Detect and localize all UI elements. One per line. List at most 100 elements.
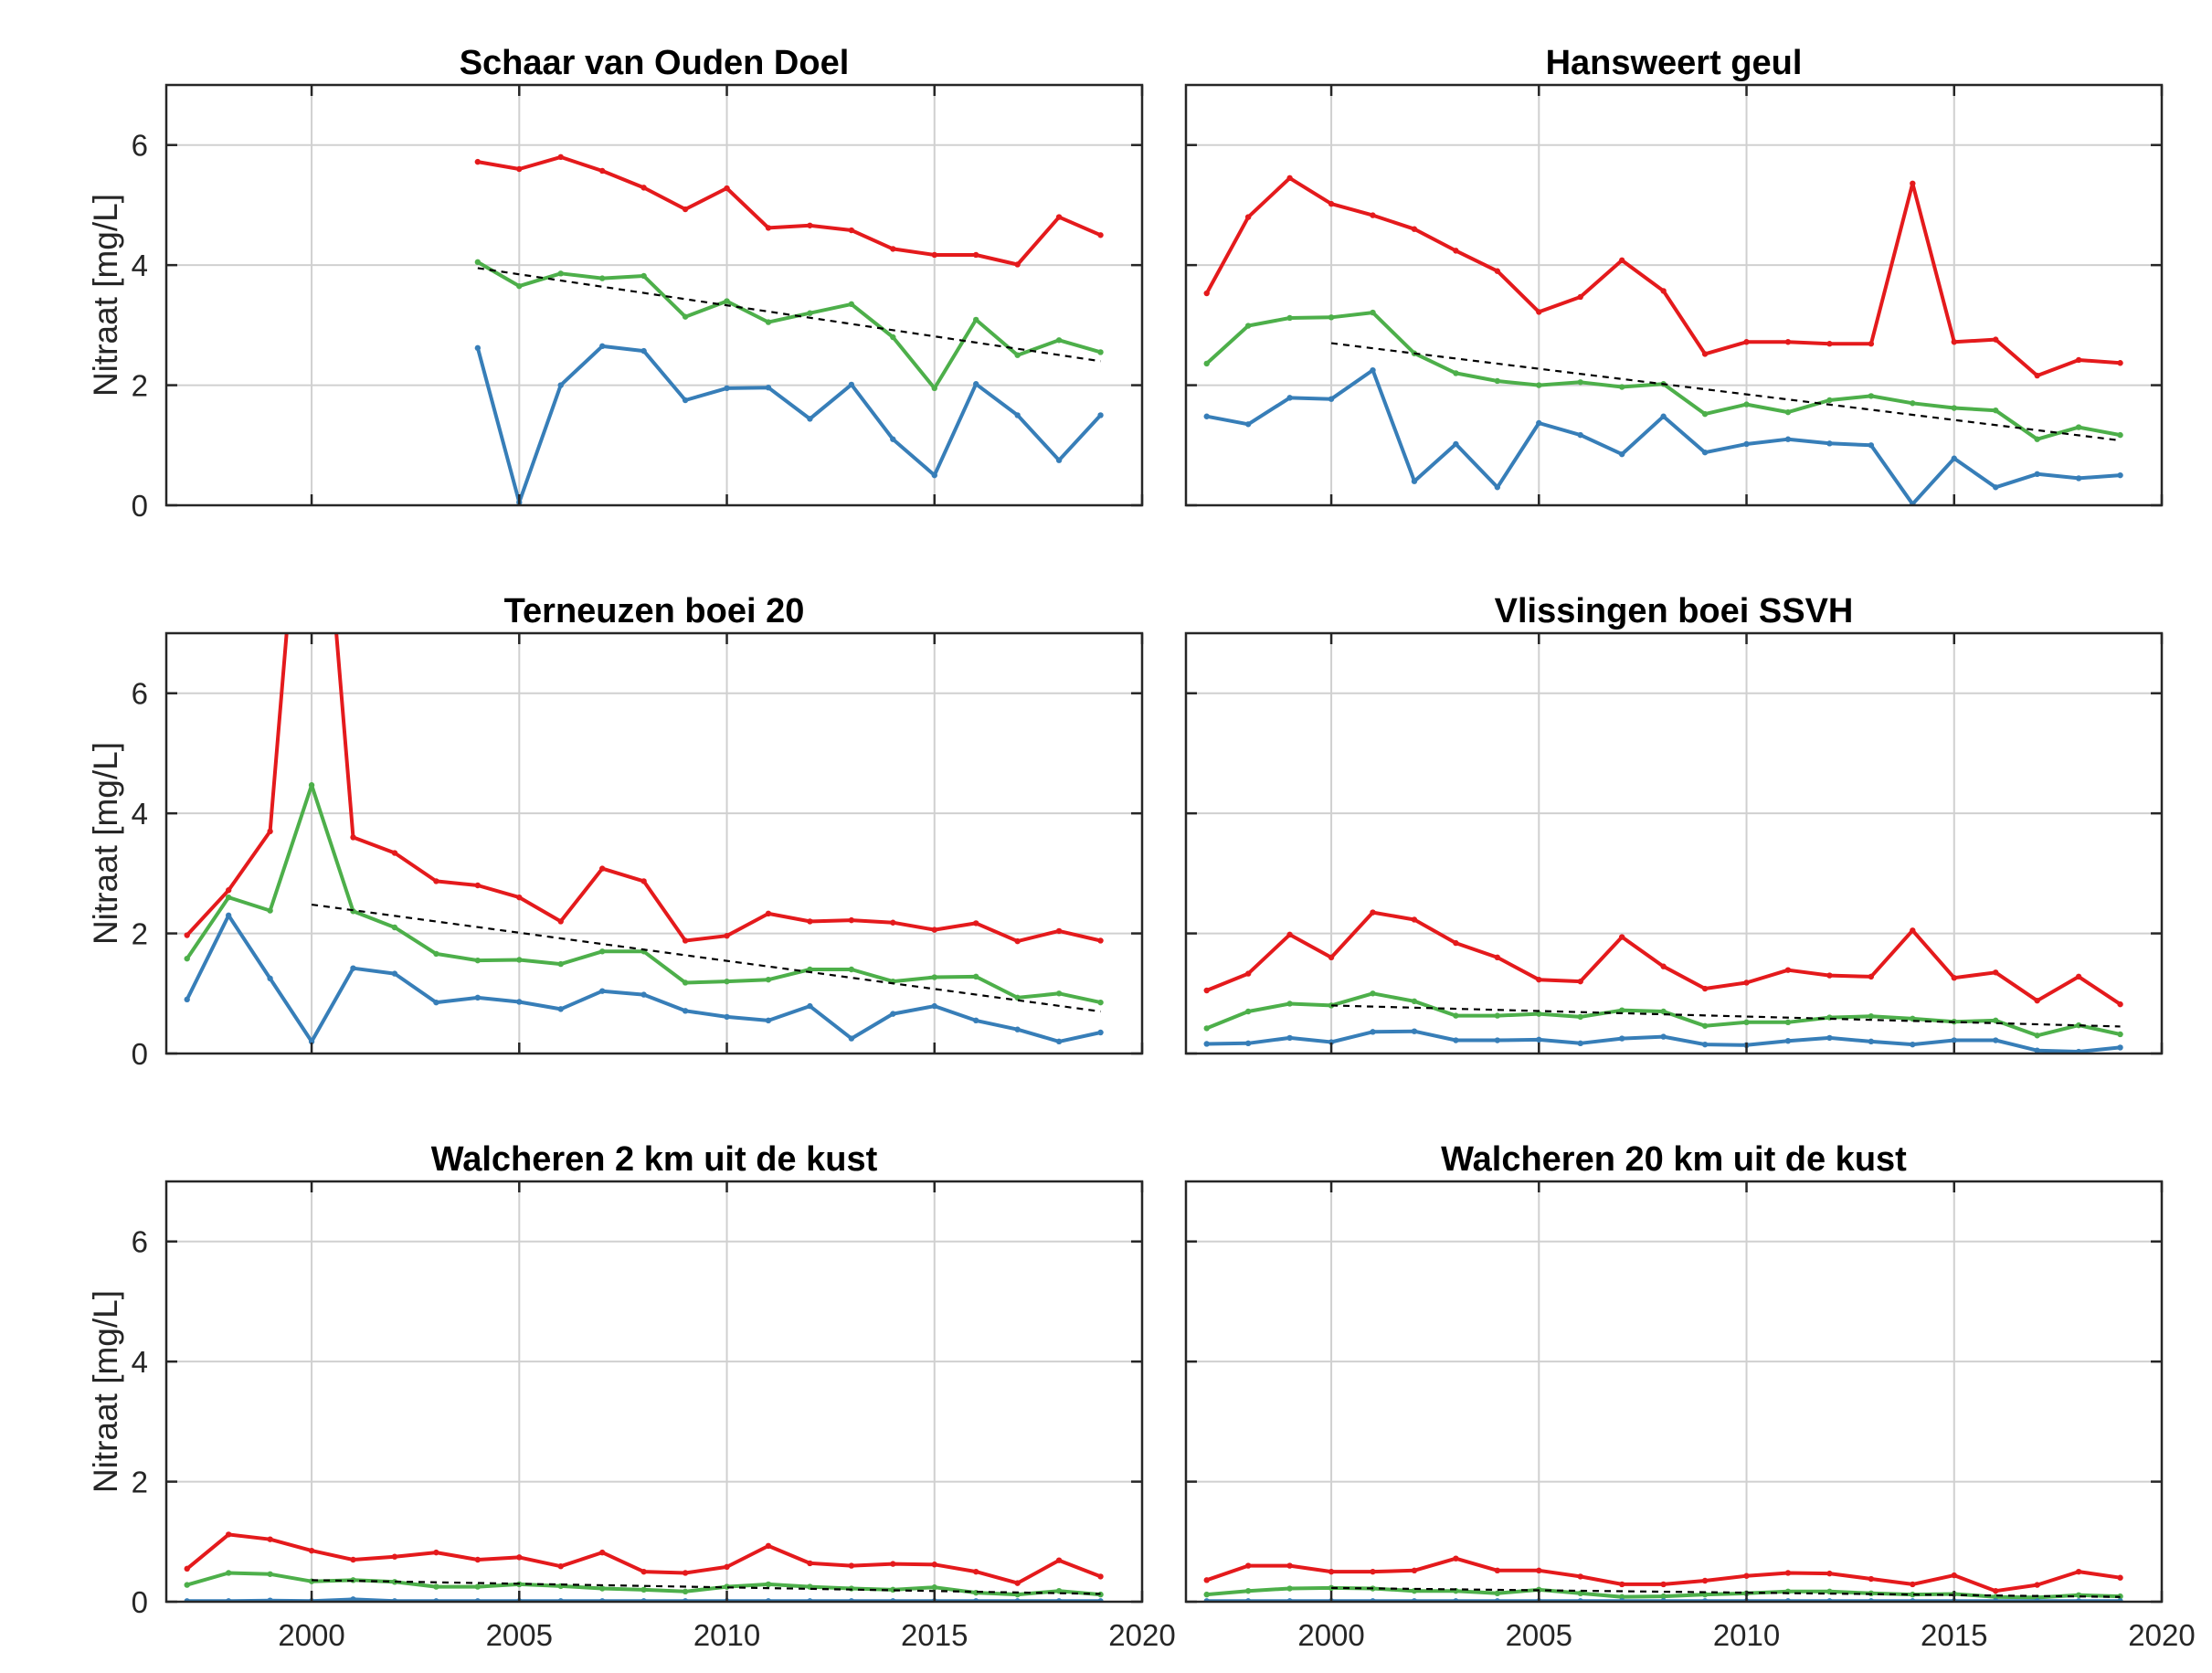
data-point	[557, 918, 564, 925]
data-point	[1494, 1590, 1501, 1597]
data-point	[598, 1585, 606, 1592]
data-point	[640, 1568, 647, 1575]
data-point	[1743, 1572, 1750, 1579]
data-point	[1453, 1037, 1459, 1043]
data-point	[598, 167, 606, 175]
y-axis-label: Nitraat [mg/L]	[87, 742, 124, 945]
data-point	[1618, 1594, 1625, 1600]
y-tick-label: 0	[132, 1037, 148, 1071]
data-point	[557, 154, 564, 161]
data-point	[1660, 288, 1667, 294]
data-point	[1328, 314, 1335, 321]
data-point	[1328, 200, 1335, 207]
data-point	[682, 1008, 689, 1014]
y-tick-label: 2	[132, 369, 148, 403]
data-point	[1826, 1570, 1833, 1577]
data-point	[807, 1002, 813, 1010]
data-point	[1244, 1587, 1252, 1594]
y-tick-label: 6	[132, 129, 148, 163]
data-point	[267, 1571, 273, 1577]
data-point	[890, 919, 896, 926]
data-point	[598, 1549, 606, 1556]
data-point	[1014, 1580, 1021, 1586]
panel-title: Vlissingen boei SSVH	[1495, 592, 1854, 630]
data-point	[225, 887, 232, 894]
data-point	[474, 1583, 482, 1590]
data-point	[1868, 973, 1875, 980]
data-point	[391, 850, 398, 856]
x-tick-label: 2005	[1506, 1618, 1572, 1652]
data-point	[1577, 1040, 1583, 1047]
data-point	[682, 313, 689, 320]
series-line-3	[475, 344, 1103, 504]
axes-frame	[164, 83, 1144, 507]
x-tick-label: 2015	[1921, 1618, 1987, 1652]
data-point	[765, 319, 772, 325]
data-point	[2034, 372, 2040, 379]
data-point	[1577, 1013, 1583, 1021]
data-point	[598, 948, 606, 955]
data-point	[1784, 408, 1792, 416]
data-point	[1494, 484, 1501, 491]
panel-title: Walcheren 20 km uit de kust	[1441, 1140, 1907, 1179]
data-point	[516, 165, 523, 173]
data-point	[1784, 1019, 1792, 1026]
plot-area	[1186, 1181, 2162, 1602]
data-point	[598, 865, 606, 872]
data-point	[391, 1579, 398, 1585]
axes-frame	[164, 631, 1144, 1055]
data-point	[1244, 1040, 1252, 1047]
panel-3: 0 2 4 6 Terneuzen boei 20 Nitraat [mg/L]	[87, 592, 1144, 1071]
panel-4: Vlissingen boei SSVH	[1184, 592, 2164, 1055]
data-point	[474, 259, 482, 266]
data-point	[1784, 1570, 1792, 1576]
data-point	[724, 932, 730, 939]
data-point	[2075, 356, 2082, 364]
data-point	[1097, 232, 1104, 238]
data-point	[640, 185, 647, 191]
data-point	[931, 385, 937, 392]
data-point	[1453, 370, 1459, 376]
data-point	[848, 301, 855, 308]
data-point	[1014, 1026, 1021, 1032]
data-point	[184, 932, 190, 938]
data-point	[640, 991, 647, 998]
data-point	[2117, 471, 2123, 479]
data-point	[557, 382, 564, 388]
panel-5: 0 2 4 6 2000 2005 2010 2015 2020 Walcheren 2 km u…	[87, 1140, 1176, 1652]
data-point	[2034, 436, 2040, 442]
data-point	[1868, 1575, 1875, 1583]
data-point	[1577, 1573, 1583, 1580]
data-point	[765, 976, 772, 983]
data-point	[308, 1038, 315, 1045]
data-point	[807, 918, 813, 925]
y-tick-label: 4	[132, 797, 148, 831]
data-point	[848, 381, 855, 388]
data-point	[1743, 979, 1750, 986]
x-tick-label: 2010	[1713, 1618, 1780, 1652]
data-point	[2075, 973, 2082, 980]
data-point	[973, 1017, 979, 1024]
y-tick-label: 6	[132, 1225, 148, 1259]
data-point	[2117, 1574, 2123, 1581]
axes-frame	[1184, 631, 2164, 1055]
data-point	[267, 907, 273, 914]
x-tick-label: 2020	[1108, 1618, 1175, 1652]
data-point	[1868, 442, 1875, 449]
trend-line	[1331, 1004, 2121, 1028]
data-point	[1286, 175, 1293, 182]
panel-title: Hansweert geul	[1546, 44, 1803, 82]
data-point	[1993, 336, 1999, 343]
data-point	[1826, 1034, 1833, 1042]
data-point	[1536, 309, 1542, 315]
data-point	[1244, 421, 1252, 428]
panel-2: Hansweert geul	[1184, 44, 2164, 507]
data-point	[433, 878, 439, 884]
data-point	[433, 999, 439, 1006]
data-point	[1453, 1555, 1459, 1562]
data-point	[1910, 400, 1916, 407]
data-point	[1055, 337, 1063, 344]
data-point	[724, 298, 730, 304]
data-point	[1701, 1022, 1709, 1029]
data-point	[1370, 309, 1376, 316]
